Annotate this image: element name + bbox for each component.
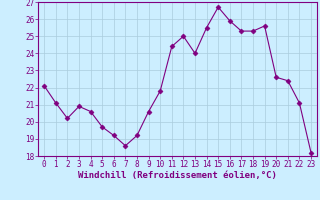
X-axis label: Windchill (Refroidissement éolien,°C): Windchill (Refroidissement éolien,°C)	[78, 171, 277, 180]
